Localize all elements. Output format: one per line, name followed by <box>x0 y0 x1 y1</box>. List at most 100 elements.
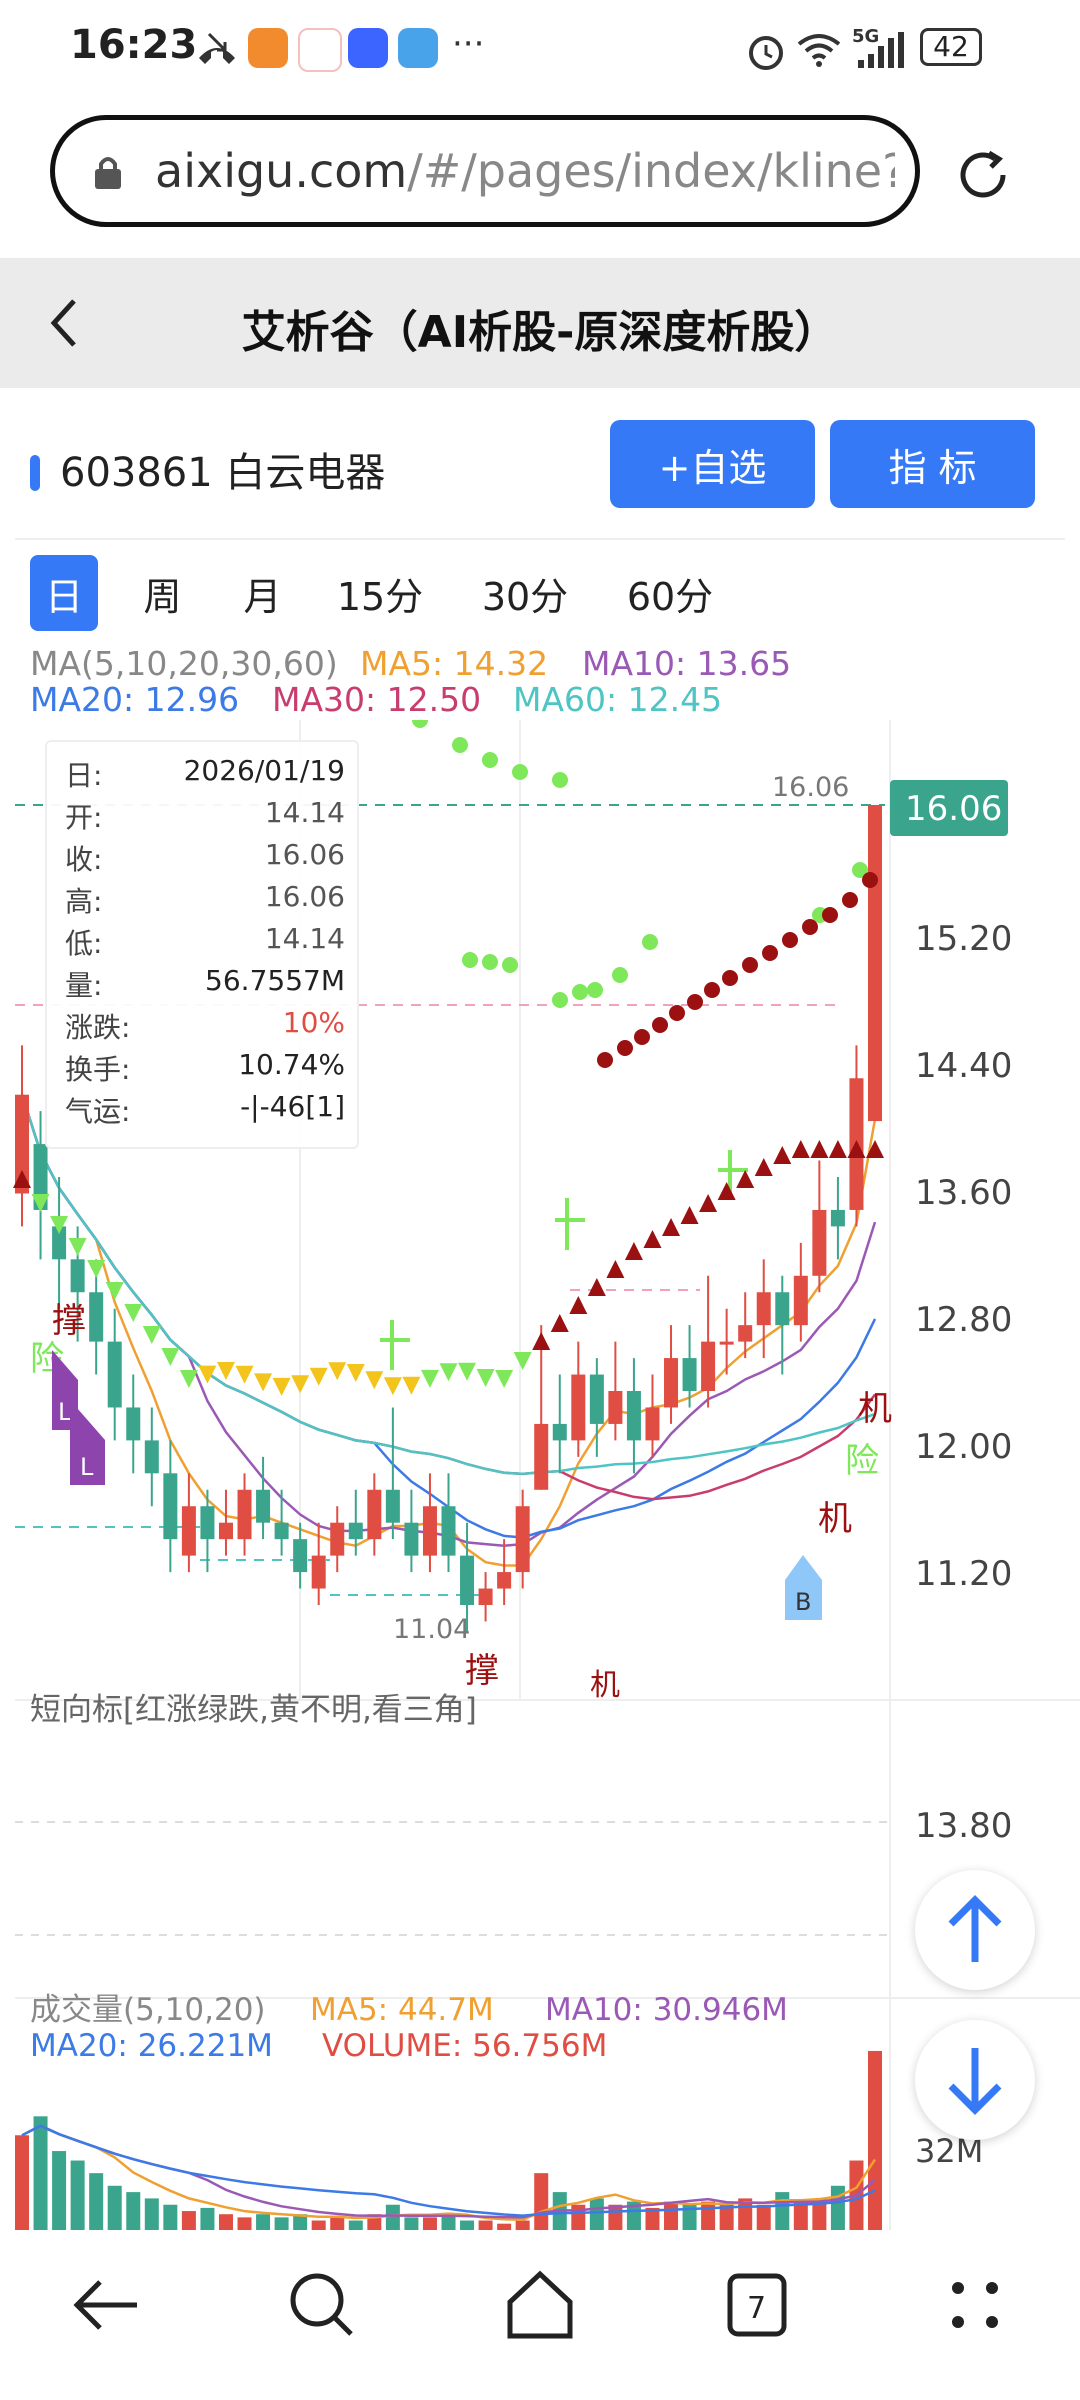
volume-bar <box>348 2220 363 2230</box>
volume-bar <box>52 2151 67 2230</box>
short-indicator-triangle <box>754 1158 773 1176</box>
short-indicator-triangle <box>717 1182 736 1200</box>
short-indicator-triangle <box>476 1368 495 1387</box>
volume-bar <box>534 2173 549 2230</box>
candle-body <box>534 1423 549 1490</box>
signal-dot-green <box>502 957 518 973</box>
short-indicator-triangle <box>662 1218 681 1236</box>
short-indicator-triangles <box>13 1140 884 1396</box>
volume-ma5-label: MA5: 44.7M <box>310 1992 494 2028</box>
short-indicator-triangle <box>235 1365 254 1384</box>
candle-body <box>311 1555 326 1589</box>
short-indicator-triangle <box>495 1370 514 1388</box>
tabs-count-icon[interactable]: 7 <box>712 2260 802 2350</box>
candle-body <box>645 1407 660 1441</box>
info-row-high: 高: 16.06 <box>65 880 345 920</box>
kline-chart[interactable]: 15.20 14.40 13.60 12.80 12.00 11.20 16.0… <box>0 720 1080 2240</box>
tab-day[interactable]: 日 <box>30 555 98 631</box>
candle-body <box>89 1292 104 1342</box>
candle-body <box>218 1522 233 1540</box>
signal-dot-green <box>552 772 568 788</box>
url-text[interactable]: aixigu.com/#/pages/index/kline? <box>155 144 895 198</box>
ma-line <box>20 1094 877 1501</box>
scroll-up-button[interactable] <box>915 1870 1035 1990</box>
volume-bar <box>404 2217 419 2230</box>
info-value: 10.74% <box>238 1048 345 1081</box>
scroll-down-button[interactable] <box>915 2020 1035 2140</box>
candle-body <box>608 1391 623 1424</box>
volume-bar <box>126 2192 141 2230</box>
signal-annotations: 撑 撑 险 险 机 机 机 L L B <box>30 1150 892 1703</box>
short-indicator-triangle <box>402 1376 421 1395</box>
plus-signal-icon <box>380 1320 410 1370</box>
current-price-badge <box>890 780 1008 836</box>
max-price-label: 16.06 <box>772 772 849 803</box>
short-indicator-triangle <box>383 1377 402 1396</box>
b-marker-text: B <box>795 1588 811 1616</box>
back-arrow-icon[interactable] <box>62 2260 152 2350</box>
arrow-down-icon <box>948 2048 1002 2115</box>
volume-bar <box>793 2201 808 2230</box>
volume-bar <box>571 2204 586 2230</box>
short-indicator-triangle <box>272 1377 291 1396</box>
short-indicator-triangle <box>124 1304 143 1322</box>
short-indicator-triangle <box>31 1194 50 1212</box>
candle-body <box>293 1539 308 1573</box>
price-tick: 14.40 <box>915 1046 1012 1086</box>
candle-body <box>385 1489 400 1523</box>
candle-body <box>552 1423 567 1441</box>
status-bar: 16:23 ··· 5G 42 <box>0 0 1080 100</box>
signal-dot-green <box>482 954 498 970</box>
svg-text:7: 7 <box>747 2291 766 2326</box>
tab-month[interactable]: 月 <box>243 574 282 619</box>
current-price-value: 16.06 <box>905 789 1002 829</box>
tab-60min[interactable]: 60分 <box>626 574 714 619</box>
candle-body <box>163 1473 178 1540</box>
reload-icon[interactable] <box>955 145 1015 205</box>
search-icon[interactable] <box>277 2260 367 2350</box>
ma10-label: MA10: 13.65 <box>582 644 792 683</box>
short-indicator-triangle <box>643 1230 662 1248</box>
volume-bar <box>701 2201 716 2230</box>
home-icon[interactable] <box>495 2260 585 2350</box>
back-icon[interactable] <box>40 293 90 353</box>
short-indicator-triangle <box>532 1332 551 1350</box>
short-indicator-triangle <box>216 1362 235 1380</box>
short-indicator-title: 短向标[红涨绿跌,黄不明,看三角] <box>30 1692 477 1728</box>
signal-dot-red <box>842 892 858 908</box>
candle-body <box>478 1588 493 1605</box>
short-indicator-triangle <box>254 1373 273 1392</box>
signal-dot-red <box>704 982 720 998</box>
volume-bar <box>144 2198 159 2230</box>
volume-bar <box>441 2214 456 2230</box>
candle-body <box>589 1374 604 1424</box>
status-time: 16:23 <box>70 22 198 68</box>
candle-body <box>701 1341 716 1392</box>
volume-bar <box>89 2173 104 2230</box>
tab-30min[interactable]: 30分 <box>481 574 569 619</box>
stock-code-name: 603861 白云电器 <box>60 450 386 496</box>
weather-icon <box>398 28 438 68</box>
tab-week[interactable]: 周 <box>143 574 182 619</box>
candle-body <box>52 1226 67 1260</box>
indicator-button[interactable]: 指 标 <box>830 420 1035 508</box>
tab-15min[interactable]: 15分 <box>336 574 424 619</box>
url-bar[interactable]: aixigu.com/#/pages/index/kline? <box>50 115 920 227</box>
menu-dots-icon[interactable] <box>930 2260 1020 2350</box>
short-indicator-triangle <box>736 1170 755 1188</box>
add-watchlist-button[interactable]: +自选 <box>610 420 815 508</box>
signal-dot-green <box>572 984 588 1000</box>
info-key: 气运: <box>65 1095 131 1128</box>
volume-bar <box>645 2207 660 2230</box>
volume-bar <box>478 2220 493 2230</box>
volume-bar <box>682 2204 697 2230</box>
signal-dot-green <box>512 764 528 780</box>
short-indicator-triangle <box>291 1375 310 1394</box>
short-indicator-triangle <box>866 1140 884 1158</box>
short-indicator-triangle <box>365 1371 384 1390</box>
info-row-close: 收: 16.06 <box>65 838 345 878</box>
page-header: 艾析谷（AI析股-原深度析股） <box>0 258 1080 388</box>
short-indicator-triangle <box>606 1260 625 1278</box>
alarm-icon <box>749 36 783 70</box>
min-price-label: 11.04 <box>393 1614 470 1645</box>
